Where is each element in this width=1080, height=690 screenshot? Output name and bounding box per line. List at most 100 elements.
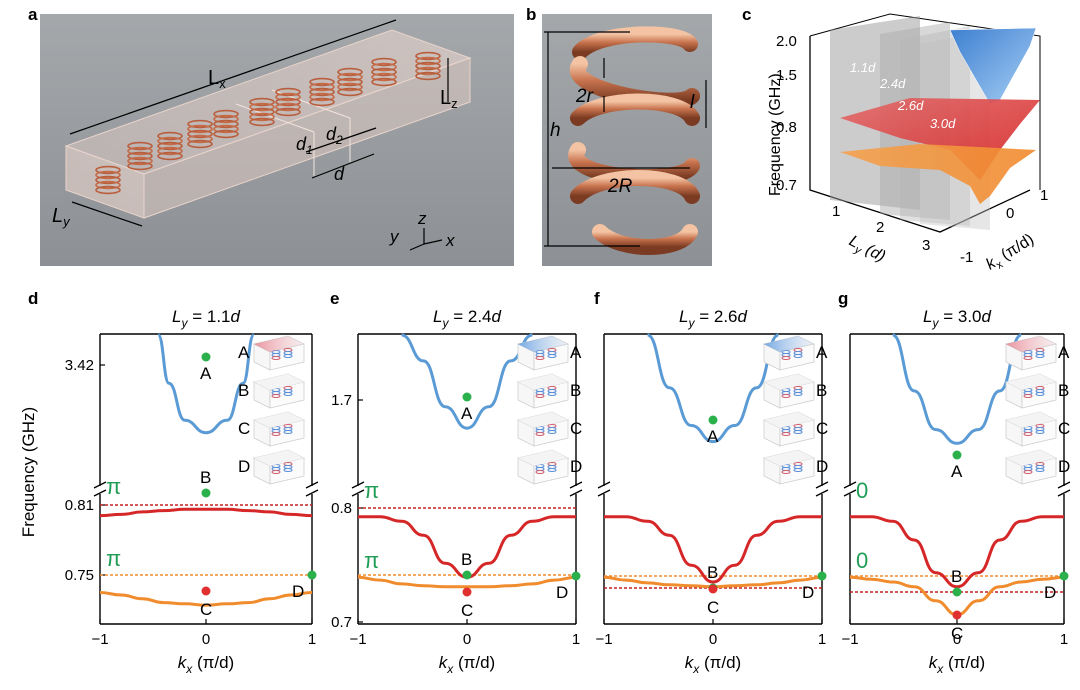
inset-label: C [570,419,582,438]
point-label-B: B [707,563,718,582]
x-tick-label: 1 [818,631,826,648]
panel-a-labels: Lx Lz Ly d1 d2 d y z x [52,67,458,251]
inset-label: D [238,457,250,476]
axis-break-mark [597,481,611,497]
mode-inset-C: C [517,411,582,447]
point-label-D: D [802,583,814,602]
inset-field-overlay [764,450,814,466]
x-tick-label: −1 [841,631,858,648]
inset-field-overlay [518,450,568,466]
x-tick-label: 0 [202,631,210,648]
single-helix [568,26,700,255]
point-B [952,587,962,597]
mode-inset-C: C [238,411,305,447]
y-tick-label: 0.7 [331,614,352,631]
inset-label: A [816,343,828,362]
c-ytick-2: 2 [876,219,884,236]
phase-label: 0 [856,548,868,573]
axis-break-mark [351,481,365,497]
inset-field-overlay [518,412,568,428]
panel-label-b: b [526,5,536,24]
y-tick-label: 0.81 [65,497,94,514]
x-axis-label-g: kx (π/d) [929,653,985,676]
inset-field-overlay [518,336,568,352]
inset-field-overlay [764,412,814,428]
series-blue-band [892,333,1022,445]
c-xtick-2: 0 [1006,205,1014,222]
point-label-A: A [461,404,473,423]
axis-triad [409,228,443,251]
inset-field-overlay [254,450,304,466]
inset-field-overlay [254,336,304,352]
y-axis-label: Frequency (GHz) [19,407,38,537]
inset-field-overlay [254,374,304,390]
point-C [201,586,211,596]
point-C [462,587,472,597]
mode-inset-D: D [238,449,305,485]
point-label-A: A [951,462,963,481]
inset-field-overlay [764,336,814,352]
point-label-C: C [461,601,473,620]
inset-field-overlay [764,374,814,390]
chart-title-f: Ly = 2.6d [679,307,747,330]
series-red-band [604,515,822,584]
band-diagrams: dLy = 1.1d−1 0 1kx (π/d)3.420.810.75ππABCD… [28,289,1071,676]
c-xtick-1: 1 [1040,187,1048,204]
x-axis-label-f: kx (π/d) [685,653,741,676]
point-A [462,392,472,402]
x-tick-label: 0 [709,631,717,648]
mode-inset-A: A [517,335,582,371]
point-label-D: D [556,583,568,602]
x-axis-label-e: kx (π/d) [439,653,495,676]
point-C [952,610,962,620]
y-tick-label: 0.8 [331,500,352,517]
inset-label: C [816,419,828,438]
point-C [708,584,718,594]
c-ytick-3: 3 [922,237,930,254]
panel-c-3d-plot: 1.1d 2.4d 2.6d 3.0d Frequency (GHz) 2.0 … [767,13,1048,276]
point-A [201,352,211,362]
point-B [201,488,211,498]
point-D [1059,571,1069,581]
label-2R: 2R [607,176,633,197]
phase-label: π [364,478,379,503]
point-label-D: D [1044,583,1056,602]
panel-b-dimensions [544,31,707,247]
c-xlabel: kx (π/d) [983,231,1039,276]
point-label-B: B [200,468,211,487]
inset-label: A [1058,343,1070,362]
panel-label-f: f [594,289,600,308]
point-A [952,450,962,460]
phase-label: 0 [856,478,868,503]
point-label-A: A [707,427,719,446]
x-tick-label: 1 [1060,631,1068,648]
inset-label: B [816,381,827,400]
axis-break-mark [569,481,583,497]
inset-field-overlay [1006,336,1056,352]
series-red-band [850,515,1064,589]
panel-a-dimensions [69,19,449,227]
mode-inset-D: D [1005,449,1070,485]
orange-surface [840,144,1036,204]
x-tick-label: −1 [595,631,612,648]
c-frame [809,36,1031,233]
series-red-band [99,507,313,518]
chart-title-g: Ly = 3.0d [923,307,991,330]
inset-field-overlay [254,412,304,428]
mode-inset-B: B [1005,373,1069,409]
axis-break-mark [815,481,829,497]
label-d2: d2 [326,124,343,147]
c-ytick-1: 1 [832,203,840,220]
inset-label: C [238,419,250,438]
phase-label: π [106,546,121,571]
x-axis-label-d: kx (π/d) [178,653,234,676]
label-Lz: Lz [440,87,458,111]
x-tick-label: −1 [349,631,366,648]
label-Ly: Ly [52,205,71,229]
series-orange-band [357,575,577,589]
c-ztick-4: 0.7 [776,177,797,194]
point-label-D: D [292,582,304,601]
axis-break-mark [305,481,319,497]
point-label-A: A [200,364,212,383]
